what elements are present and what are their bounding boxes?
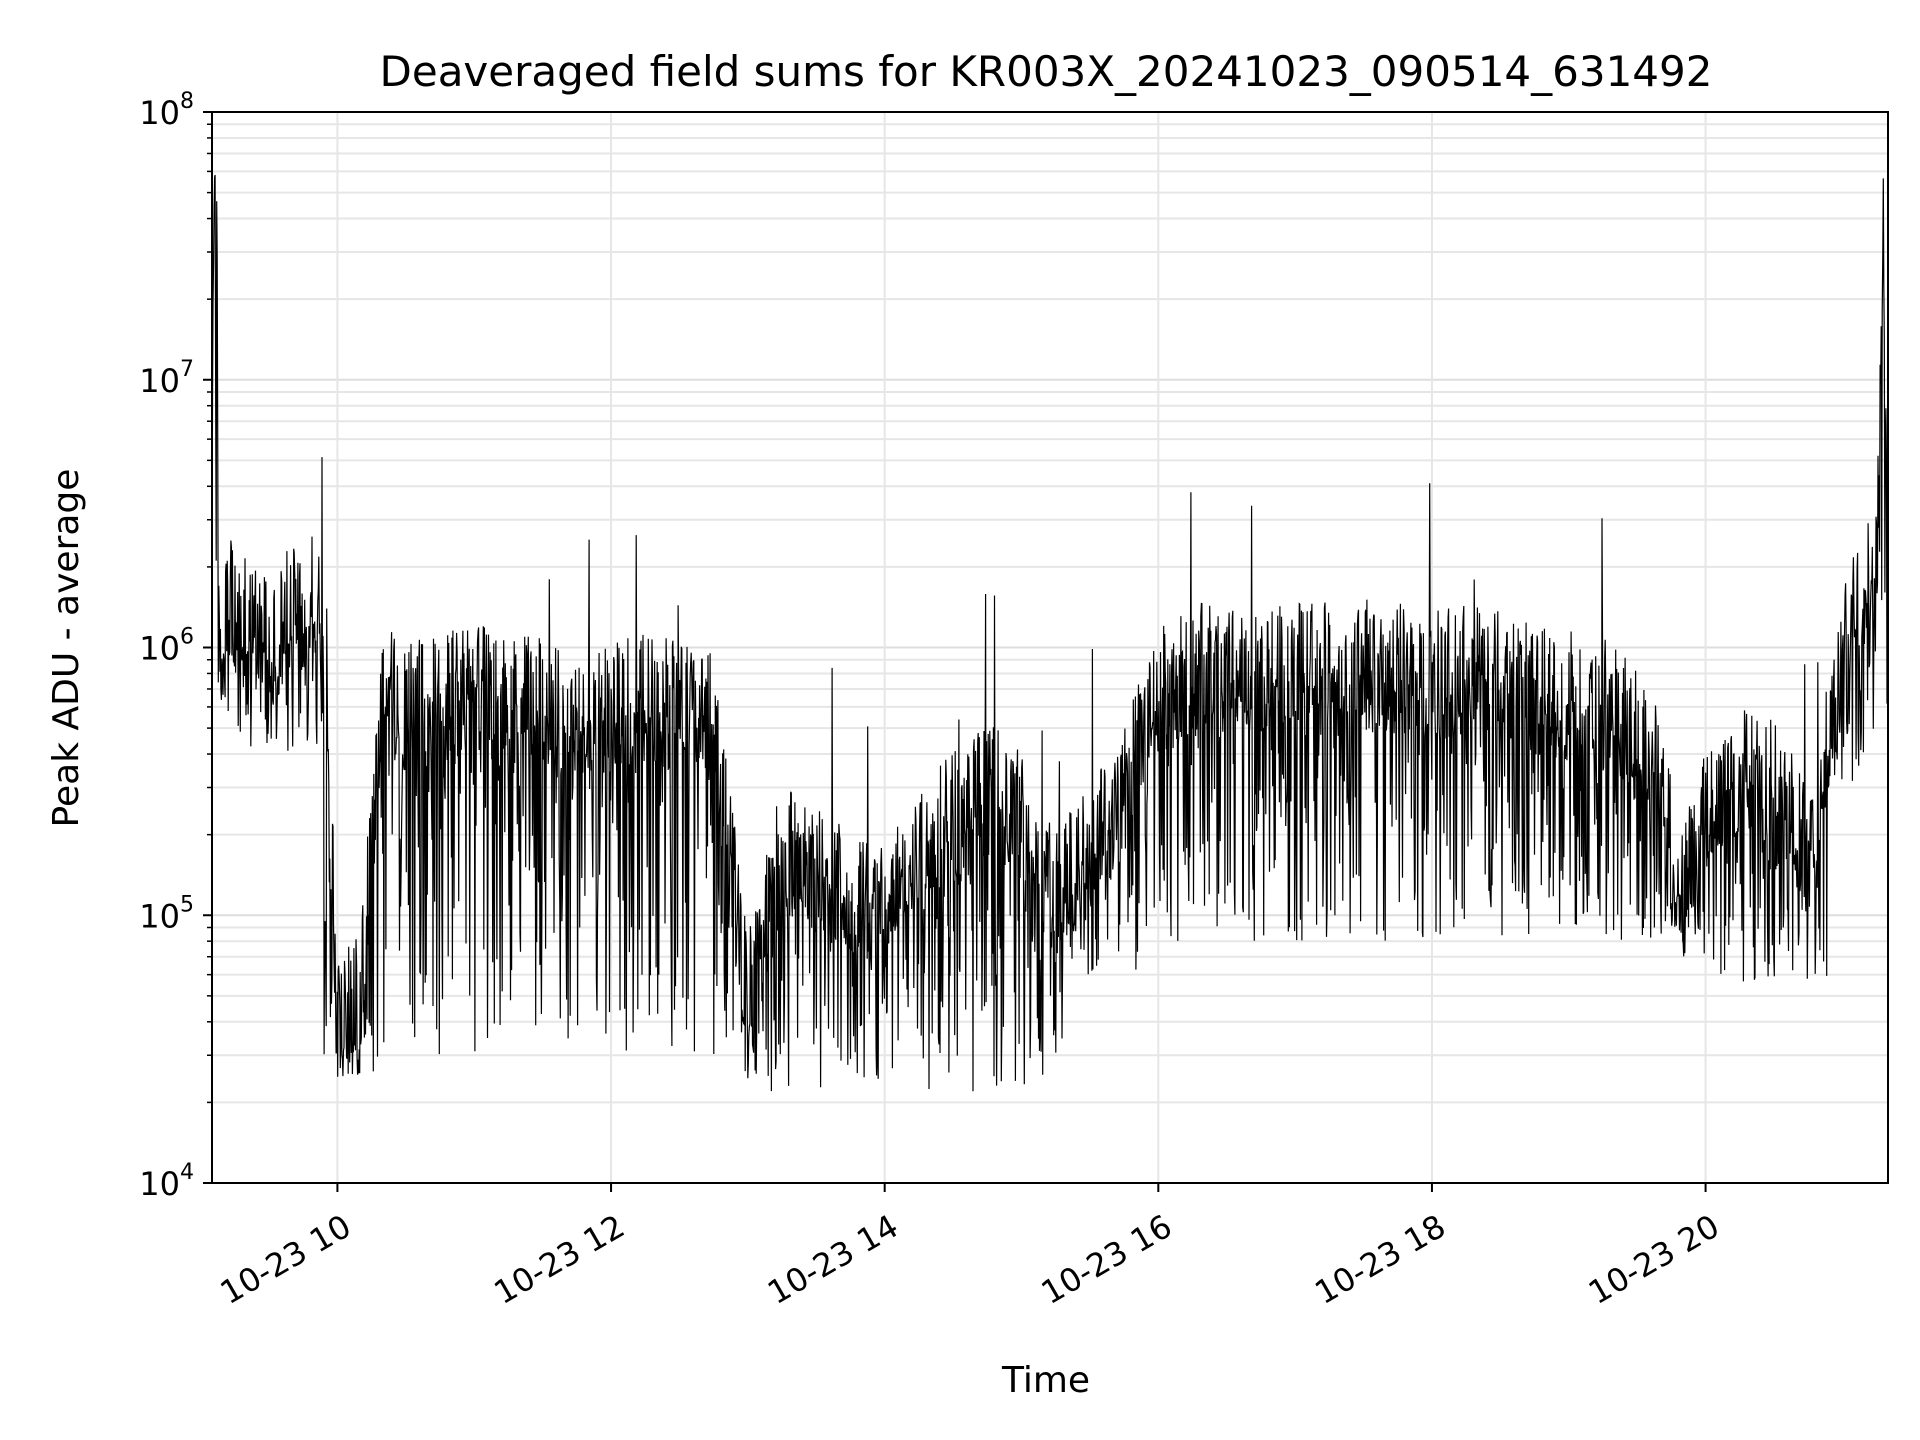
y-tick-label: 107 xyxy=(139,357,194,400)
x-axis-title: Time xyxy=(1001,1360,1090,1401)
y-tick-label: 105 xyxy=(139,892,194,935)
y-tick-label: 108 xyxy=(139,89,194,132)
y-tick-label: 106 xyxy=(139,625,194,668)
y-axis-title: Peak ADU - average xyxy=(46,469,87,828)
chart-title: Deaveraged field sums for KR003X_2024102… xyxy=(380,47,1713,96)
y-tick-label: 104 xyxy=(139,1160,194,1203)
y-axis: 104 105 106 107 108 xyxy=(139,89,212,1203)
